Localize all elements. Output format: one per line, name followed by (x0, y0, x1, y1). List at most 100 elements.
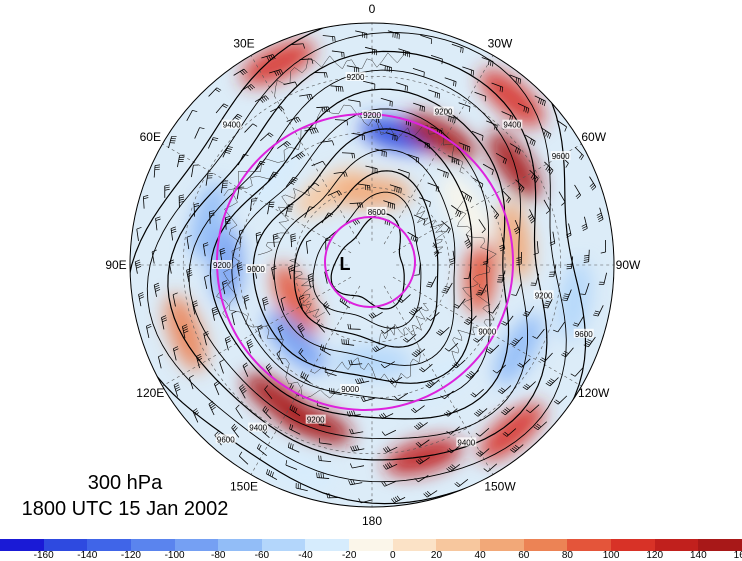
wind-barb (330, 85, 344, 92)
wind-barb (287, 442, 300, 453)
svg-text:9000: 9000 (478, 328, 496, 337)
wind-barb (195, 353, 203, 369)
wind-barb (511, 284, 522, 296)
wind-barb (329, 387, 342, 396)
wind-barb (355, 377, 370, 385)
contour-label: 9200 (345, 71, 366, 82)
wind-barb (453, 298, 466, 309)
wind-barb (397, 294, 411, 303)
wind-barb (596, 207, 604, 222)
colorbar-segment (261, 539, 306, 551)
wind-barb (208, 87, 222, 97)
wind-barb (413, 214, 426, 225)
wind-barb (311, 160, 326, 167)
wind-barb (246, 339, 254, 354)
longitude-label: 150W (484, 480, 516, 494)
svg-text:9600: 9600 (552, 152, 570, 161)
highlight-circle (324, 216, 416, 308)
wind-barb (341, 338, 355, 346)
wind-barb (517, 358, 531, 368)
wind-barb (378, 412, 394, 420)
wind-barb (383, 446, 398, 453)
anomaly-blob (165, 294, 206, 371)
wind-barb (447, 445, 461, 454)
wind-barb (492, 364, 507, 374)
wind-barb (482, 163, 494, 175)
wind-barb (350, 445, 365, 452)
contour-label: 9200 (533, 290, 554, 300)
wind-barb (205, 173, 213, 186)
contour-label: 9200 (305, 414, 326, 425)
height-contour (312, 191, 422, 329)
colorbar-segment (480, 539, 524, 551)
wind-barb (464, 234, 472, 249)
height-contour (273, 149, 456, 366)
wind-barb (276, 350, 284, 365)
wind-barb (491, 82, 504, 93)
wind-barb (191, 164, 199, 178)
wind-barb (255, 231, 262, 246)
wind-barb (186, 235, 192, 250)
wind-barb (598, 272, 608, 285)
map-caption: 300 hPa 1800 UTC 15 Jan 2002 (0, 470, 250, 522)
svg-text:9400: 9400 (249, 424, 267, 433)
wind-barb (385, 132, 398, 142)
svg-text:8600: 8600 (368, 208, 386, 217)
wind-barb (208, 400, 216, 416)
wind-barb (153, 164, 161, 178)
wind-barb (222, 280, 228, 295)
longitude-label: 30W (488, 36, 513, 50)
wind-barb (249, 198, 257, 212)
wind-barb (236, 262, 244, 277)
svg-text:9400: 9400 (457, 438, 475, 447)
contour-label: 9000 (477, 326, 498, 337)
wind-barb (346, 410, 361, 417)
wind-barb (413, 102, 425, 112)
wind-barb (363, 80, 376, 90)
height-contour (252, 128, 473, 384)
wind-barb (204, 274, 210, 289)
anomaly-blob (243, 373, 312, 427)
longitude-label: 120W (578, 386, 610, 400)
wind-barb (463, 315, 477, 325)
colorbar-tick-label: -20 (341, 550, 357, 561)
wind-barb (574, 146, 584, 161)
wind-barb (566, 256, 574, 270)
wind-barb (449, 250, 456, 265)
wind-barb (347, 323, 361, 330)
wind-barb (153, 282, 161, 297)
svg-text:9600: 9600 (575, 330, 593, 339)
colorbar-tick-label: -100 (164, 550, 185, 561)
wind-barb (502, 428, 517, 437)
wind-barb (532, 328, 545, 339)
colorbar-tick-label: 0 (390, 550, 396, 561)
wind-barb (219, 359, 225, 374)
coastline (223, 104, 385, 197)
wind-barb (465, 370, 479, 379)
svg-text:9200: 9200 (435, 107, 453, 116)
wind-barb (211, 306, 219, 321)
wind-barb (236, 186, 245, 200)
wind-barb (476, 284, 487, 296)
colorbar-tick-label: 120 (646, 550, 664, 561)
wind-barb (381, 429, 397, 436)
wind-barb (220, 180, 229, 194)
meridian-line (250, 285, 361, 475)
colorbar-segment (567, 539, 611, 551)
height-contour (188, 69, 529, 440)
wind-barb (243, 294, 250, 309)
height-contour (231, 108, 491, 402)
wind-barb (444, 342, 459, 352)
wind-barb (326, 492, 340, 499)
colorbar-tick-label: -60 (254, 550, 270, 561)
colorbar-tick-label: -120 (120, 550, 141, 561)
height-contour (209, 88, 510, 420)
contour-label: 9400 (456, 437, 477, 447)
wind-barb (224, 336, 232, 351)
wind-barb (583, 336, 596, 348)
wind-barb (463, 266, 472, 279)
wind-barb (194, 127, 205, 139)
wind-barb (318, 437, 332, 445)
coastline (310, 345, 421, 388)
colorbar-segment (610, 539, 655, 551)
